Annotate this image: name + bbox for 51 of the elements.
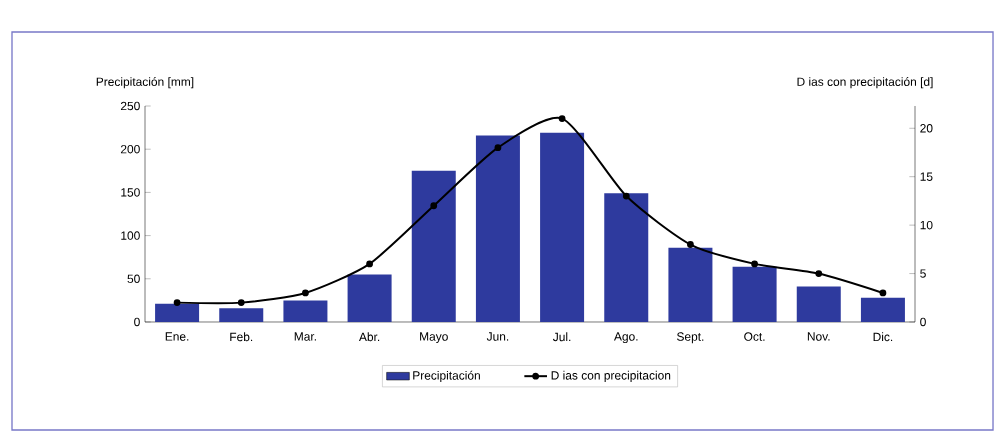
bar xyxy=(796,286,841,322)
x-tick-label: Ago. xyxy=(613,332,638,344)
point xyxy=(302,289,309,297)
bar xyxy=(155,303,200,322)
bar xyxy=(475,135,520,322)
x-tick-label: Jun. xyxy=(486,332,509,341)
bar xyxy=(347,274,392,322)
bar xyxy=(860,297,905,322)
y-tick-label: 0 xyxy=(134,317,140,327)
y2-tick-label: 5 xyxy=(920,269,926,278)
x-tick-label: Sept. xyxy=(677,332,704,344)
y2-tick-label: 0 xyxy=(920,317,926,327)
bar xyxy=(604,193,649,322)
point xyxy=(430,202,438,210)
bar xyxy=(668,247,713,322)
y2-tick-label: 15 xyxy=(920,172,933,181)
bar xyxy=(540,132,585,322)
y-tick-label: 150 xyxy=(121,188,140,197)
y2-axis-title: D ias con precipitación [d] xyxy=(797,77,933,89)
point xyxy=(622,192,630,200)
x-tick-label: Oct. xyxy=(744,332,765,341)
point xyxy=(366,260,373,268)
y2-tick-label: 20 xyxy=(920,124,933,133)
y-tick-label: 200 xyxy=(120,144,140,154)
bar xyxy=(732,266,777,322)
point xyxy=(751,260,758,268)
point xyxy=(558,115,566,122)
x-tick-label: Ene. xyxy=(165,332,189,341)
x-tick-label: Feb. xyxy=(230,332,253,342)
y-axis-title: Precipitación [mm] xyxy=(96,77,194,89)
y-tick-label: 250 xyxy=(120,101,140,111)
x-tick-label: Mar. xyxy=(294,332,316,341)
legend-label: D ias con precipitacion xyxy=(551,370,671,382)
x-tick-label: Abr. xyxy=(358,332,380,342)
x-tick-label: Dic. xyxy=(873,332,893,342)
y-tick-label: 50 xyxy=(127,274,140,284)
point xyxy=(879,289,887,297)
bar xyxy=(219,308,264,322)
x-tick-label: Mayo xyxy=(420,332,448,344)
y-tick-label: 100 xyxy=(121,231,140,240)
point xyxy=(173,299,181,307)
x-tick-label: Jul. xyxy=(552,332,571,342)
bar xyxy=(283,300,328,322)
point xyxy=(687,241,694,248)
bar xyxy=(411,170,456,322)
point xyxy=(815,270,823,277)
legend-label: Precipitación xyxy=(413,370,480,383)
x-tick-label: Nov. xyxy=(807,332,830,341)
y2-tick-label: 10 xyxy=(920,220,933,230)
point xyxy=(494,144,502,152)
point xyxy=(237,299,245,307)
